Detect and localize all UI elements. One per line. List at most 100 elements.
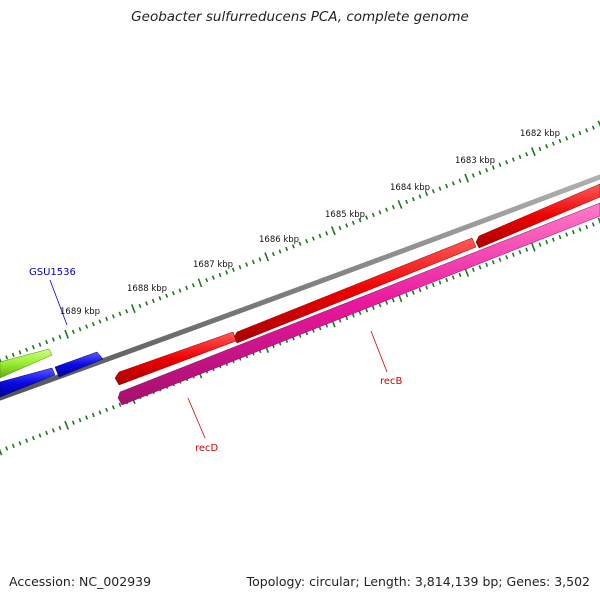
tick-mark xyxy=(491,260,495,265)
green-gene-arrow[interactable] xyxy=(0,348,53,379)
tick-mark xyxy=(298,241,302,246)
tick-mark xyxy=(405,199,409,205)
tick-mark xyxy=(185,285,189,291)
recB-gene-arrow[interactable] xyxy=(233,237,477,344)
tick-mark xyxy=(511,157,515,162)
tick-mark xyxy=(485,167,489,173)
tick-mark xyxy=(530,242,536,252)
tick-mark xyxy=(278,249,282,254)
tick-mark xyxy=(25,438,29,443)
tick-mark xyxy=(258,257,262,262)
tick-mark xyxy=(525,247,529,252)
inner-tick-track xyxy=(0,217,600,456)
tick-mark xyxy=(45,339,49,345)
tick-mark xyxy=(98,410,102,415)
tick-mark xyxy=(58,425,62,430)
tick-mark xyxy=(498,257,502,262)
tick-mark xyxy=(551,141,555,146)
scale-label-1683: 1683 kbp xyxy=(455,156,495,166)
tick-mark xyxy=(0,448,3,456)
scale-labels: 1682 kbp 1683 kbp 1684 kbp 1685 kbp 1686… xyxy=(60,129,560,317)
tick-mark xyxy=(71,329,75,334)
tick-mark xyxy=(51,337,55,342)
tick-mark xyxy=(71,420,75,425)
tick-mark xyxy=(85,324,89,329)
tick-mark xyxy=(485,262,489,267)
tick-mark xyxy=(378,210,382,215)
tick-mark xyxy=(105,407,109,413)
tick-mark xyxy=(491,165,495,170)
tick-mark xyxy=(411,290,415,295)
tick-mark xyxy=(571,133,575,138)
tick-mark xyxy=(498,162,502,167)
tick-mark xyxy=(505,255,509,260)
gsu1536-gene-arrow[interactable] xyxy=(54,351,104,378)
tick-mark xyxy=(238,265,242,270)
tick-mark xyxy=(311,236,315,241)
recB-label: recB xyxy=(380,376,403,387)
tick-mark xyxy=(145,301,149,306)
tick-mark xyxy=(431,189,435,194)
accession-text: Accession: NC_002939 xyxy=(9,574,152,589)
scale-label-1688: 1688 kbp xyxy=(127,284,167,294)
tick-mark xyxy=(325,231,329,236)
tick-mark xyxy=(330,226,336,236)
tick-mark xyxy=(111,405,115,410)
recD-leader-line xyxy=(187,397,206,439)
tick-mark xyxy=(551,237,555,242)
gsu1536-leader-line xyxy=(49,279,68,326)
recB-leader-line xyxy=(370,330,388,373)
tick-mark xyxy=(425,191,429,197)
tick-mark xyxy=(18,441,22,446)
scale-label-1682: 1682 kbp xyxy=(520,129,560,139)
tick-mark xyxy=(445,277,449,283)
tick-mark xyxy=(91,412,95,418)
tick-mark xyxy=(345,315,349,321)
tick-mark xyxy=(464,173,470,183)
scale-label-1689: 1689 kbp xyxy=(60,307,100,317)
tick-mark xyxy=(538,146,542,152)
tick-mark xyxy=(458,178,462,183)
tick-mark xyxy=(438,280,442,285)
tick-mark xyxy=(578,130,582,136)
tick-mark xyxy=(178,288,182,293)
tick-mark xyxy=(471,267,475,272)
tick-mark xyxy=(358,218,362,223)
tick-mark xyxy=(391,298,395,303)
tick-mark xyxy=(478,265,482,270)
tick-mark xyxy=(130,304,136,314)
tick-mark xyxy=(411,196,415,202)
tick-mark xyxy=(471,173,475,178)
tick-mark xyxy=(11,443,15,449)
tick-mark xyxy=(585,128,589,133)
tick-mark xyxy=(91,321,95,327)
tick-mark xyxy=(118,402,122,407)
tick-mark xyxy=(25,347,29,352)
tick-mark xyxy=(271,251,275,257)
tick-mark xyxy=(365,215,369,220)
tick-mark xyxy=(545,239,549,245)
tick-mark xyxy=(378,303,382,308)
tick-mark xyxy=(591,222,595,227)
tick-mark xyxy=(158,296,162,301)
tick-mark xyxy=(211,275,215,280)
recD-gene-arrow[interactable] xyxy=(117,202,600,406)
tick-mark xyxy=(105,316,109,322)
blue-gene-arrow-reverse[interactable] xyxy=(0,367,56,398)
tick-mark xyxy=(385,207,389,212)
tick-mark xyxy=(345,223,349,228)
tick-mark xyxy=(418,287,422,293)
tick-mark xyxy=(505,160,509,165)
tick-mark xyxy=(118,311,122,316)
tick-mark xyxy=(205,277,209,283)
tick-mark xyxy=(464,267,470,277)
recB-gene-arrow-continued[interactable] xyxy=(475,183,600,249)
gene-arrow-red-left[interactable] xyxy=(114,331,237,386)
scale-label-1685: 1685 kbp xyxy=(325,210,365,220)
tick-mark xyxy=(338,225,342,231)
tick-mark xyxy=(371,212,375,218)
tick-mark xyxy=(5,355,9,360)
tick-mark xyxy=(565,136,569,141)
tick-mark xyxy=(225,270,229,275)
